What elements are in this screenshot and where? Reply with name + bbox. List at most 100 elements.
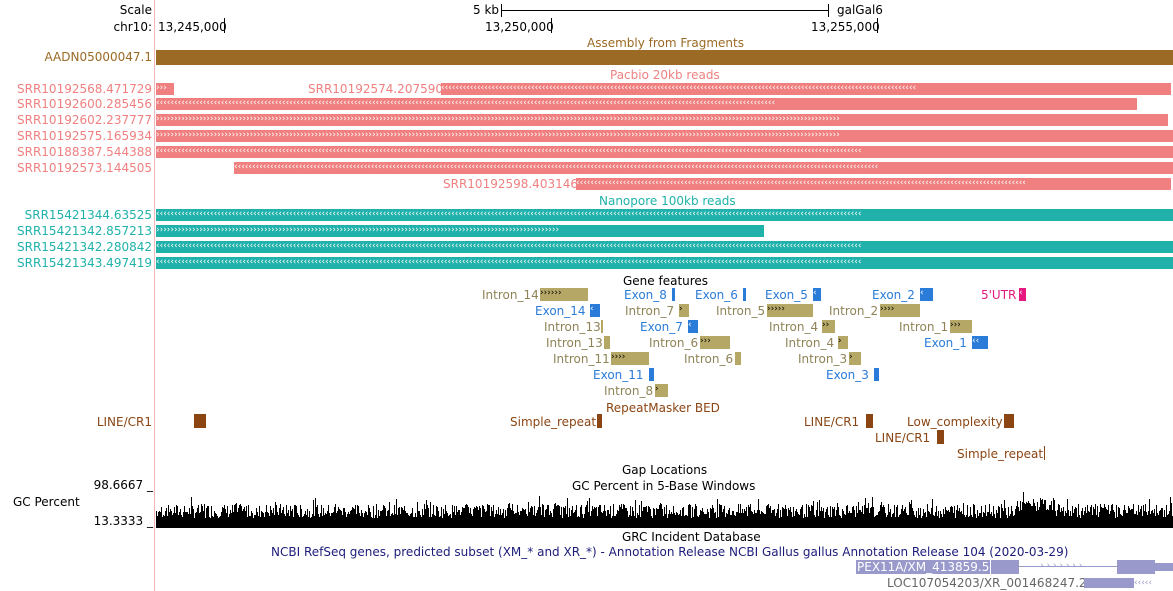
pacbio-read[interactable]: ››››››››››››››››››››››››››››››››››››››››… <box>156 114 1168 126</box>
intron-feature[interactable]: ››› <box>950 320 972 333</box>
nanopore-read-label[interactable]: SRR15421343.497419 <box>17 256 152 270</box>
refseq-exon[interactable] <box>1117 560 1155 574</box>
repeat-label[interactable]: LINE/CR1 <box>804 415 860 429</box>
repeat-label[interactable]: LINE/CR1 <box>96 415 152 429</box>
exon-feature[interactable] <box>672 288 675 301</box>
repeat-label[interactable]: Simple_repeat <box>510 415 597 429</box>
gene-feature-label[interactable]: Intron_14 <box>482 288 539 302</box>
refseq-exon[interactable] <box>991 560 1019 574</box>
intron-feature[interactable]: › <box>838 336 848 349</box>
gene-feature-label[interactable]: Exon_2 <box>872 288 915 302</box>
gene-feature-label[interactable]: Intron_4 <box>769 320 819 334</box>
gene-feature-label[interactable]: Intron_13 <box>546 336 603 350</box>
pacbio-read[interactable]: ‹‹‹‹‹‹‹‹‹‹‹‹‹‹‹‹‹‹‹‹‹‹‹‹‹‹‹‹‹‹‹‹‹‹‹‹‹‹‹‹… <box>156 98 1137 110</box>
gene-feature-label[interactable]: Intron_11 <box>553 352 610 366</box>
gene-feature-label[interactable]: Intron_6 <box>684 352 734 366</box>
nanopore-read[interactable]: ‹‹‹‹‹‹‹‹‹‹‹‹‹‹‹‹‹‹‹‹‹‹‹‹‹‹‹‹‹‹‹‹‹‹‹‹‹‹‹‹… <box>156 257 1173 269</box>
intron-feature[interactable]: › <box>655 384 668 397</box>
exon-feature[interactable] <box>649 368 654 381</box>
intron-feature[interactable] <box>604 336 610 349</box>
gene-feature-label[interactable]: Intron_1 <box>899 320 949 334</box>
gc-bar <box>262 512 263 528</box>
refseq-intron-line[interactable] <box>1019 566 1117 567</box>
intron-feature[interactable]: ››› <box>700 336 730 349</box>
gene-feature-label[interactable]: Intron_8 <box>604 384 654 398</box>
gene-feature-label[interactable]: Intron_4 <box>785 336 835 350</box>
repeat-feature[interactable] <box>597 414 602 428</box>
pacbio-read[interactable]: ‹‹‹‹‹‹‹‹‹‹‹‹‹‹‹‹‹‹‹‹‹‹‹‹‹‹‹‹‹‹‹‹‹‹‹‹‹‹‹‹… <box>234 162 1173 174</box>
nanopore-read[interactable]: ‹‹‹‹‹‹‹‹‹‹‹‹‹‹‹‹‹‹‹‹‹‹‹‹‹‹‹‹‹‹‹‹‹‹‹‹‹‹‹‹… <box>156 209 1173 221</box>
pacbio-read-label[interactable]: SRR10192600.285456 <box>17 97 152 111</box>
pacbio-read[interactable]: ‹‹‹‹‹‹‹‹‹‹‹‹‹‹‹‹‹‹‹‹‹‹‹‹‹‹‹‹‹‹‹‹‹‹‹‹‹‹‹‹… <box>441 83 1171 95</box>
repeat-feature[interactable] <box>937 430 944 444</box>
intron-feature[interactable]: ›››››› <box>540 288 588 301</box>
gc-bar <box>1129 508 1130 528</box>
gene-feature-label[interactable]: Intron_13 <box>544 320 601 334</box>
intron-feature[interactable]: › <box>849 352 861 365</box>
repeat-label[interactable]: Low_complexity <box>907 415 1003 429</box>
pacbio-read-label[interactable]: SRR10192568.471729 <box>17 82 152 96</box>
nanopore-read-label[interactable]: SRR15421342.857213 <box>17 224 152 238</box>
pacbio-read-label[interactable]: SRR10188387.544388 <box>17 145 152 159</box>
nanopore-read[interactable]: ››››››››››››››››››››››››››››››››››››››››… <box>156 225 764 237</box>
gene-feature-label[interactable]: Intron_7 <box>625 304 675 318</box>
intron-feature[interactable]: › <box>679 304 689 317</box>
gene-feature-label[interactable]: Exon_11 <box>593 368 644 382</box>
refseq-gene-label[interactable]: LOC107054203/XR_001468247.2 <box>887 576 1087 590</box>
utr-feature[interactable]: ‹ <box>1019 288 1026 301</box>
gene-feature-label[interactable]: Exon_3 <box>826 368 869 382</box>
repeat-feature[interactable] <box>1044 446 1045 460</box>
refseq-exon[interactable] <box>1084 578 1134 588</box>
intron-feature[interactable] <box>735 352 741 365</box>
gene-feature-label[interactable]: Exon_5 <box>765 288 808 302</box>
exon-feature[interactable]: ‹ <box>813 288 821 301</box>
gene-feature-label[interactable]: Intron_5 <box>716 304 766 318</box>
gene-feature-label[interactable]: 5'UTR <box>981 288 1017 302</box>
intron-feature[interactable]: ››››› <box>767 304 813 317</box>
exon-feature[interactable]: ‹ <box>920 288 933 301</box>
pacbio-read-label[interactable]: SRR10192575.165934 <box>17 129 152 143</box>
exon-feature[interactable]: ‹ <box>688 320 698 333</box>
exon-feature[interactable]: ‹‹ <box>972 336 988 349</box>
repeat-feature[interactable] <box>866 414 873 428</box>
nanopore-read-label[interactable]: SRR15421342.280842 <box>17 240 152 254</box>
gene-feature-label[interactable]: Exon_7 <box>640 320 683 334</box>
gene-feature-label[interactable]: Intron_6 <box>649 336 699 350</box>
pacbio-read[interactable]: ››› <box>156 83 174 95</box>
repeat-label[interactable]: LINE/CR1 <box>875 431 931 445</box>
exon-feature[interactable] <box>743 288 746 301</box>
nanopore-read[interactable]: ‹‹‹‹‹‹‹‹‹‹‹‹‹‹‹‹‹‹‹‹‹‹‹‹‹‹‹‹‹‹‹‹‹‹‹‹‹‹‹‹… <box>156 241 1173 253</box>
pacbio-read-label[interactable]: SRR10192573.144505 <box>17 161 152 175</box>
repeat-feature[interactable] <box>194 414 206 428</box>
repeat-feature[interactable] <box>1004 414 1014 428</box>
pacbio-read[interactable]: ››››››››››››››››››››››››››››››››››››››››… <box>156 130 1173 142</box>
gene-feature-label[interactable]: Exon_6 <box>695 288 738 302</box>
pacbio-read[interactable]: ‹‹‹‹‹‹‹‹‹‹‹‹‹‹‹‹‹‹‹‹‹‹‹‹‹‹‹‹‹‹‹‹‹‹‹‹‹‹‹‹… <box>576 178 1171 190</box>
gc-percent-wiggle[interactable] <box>156 488 1173 528</box>
exon-feature[interactable]: ‹ <box>590 304 600 317</box>
gene-feature-label[interactable]: Intron_3 <box>798 352 848 366</box>
exon-feature[interactable] <box>874 368 879 381</box>
pacbio-read-inline-label[interactable]: SRR10192574.207590 <box>308 82 443 96</box>
intron-feature[interactable]: ›››› <box>880 304 920 317</box>
refseq-gene-label[interactable]: PEX11A/XM_413859.5 <box>857 560 990 574</box>
assembly-fragment-feature[interactable] <box>156 50 1173 65</box>
refseq-utr[interactable] <box>1155 563 1173 571</box>
intron-feature[interactable]: ›› <box>822 320 835 333</box>
gene-feature-label[interactable]: Exon_1 <box>924 336 967 350</box>
gc-track-label[interactable]: GC Percent <box>13 495 80 509</box>
intron-feature[interactable] <box>601 320 603 333</box>
intron-feature[interactable]: ›››› <box>611 352 649 365</box>
pacbio-read[interactable]: ‹‹‹‹‹‹‹‹‹‹‹‹‹‹‹‹‹‹‹‹‹‹‹‹‹‹‹‹‹‹‹‹‹‹‹‹‹‹‹‹… <box>156 146 1173 158</box>
gene-feature-label[interactable]: Exon_8 <box>624 288 667 302</box>
refseq-gene-label-box[interactable] <box>856 560 990 574</box>
assembly-fragment-label[interactable]: AADN05000047.1 <box>44 50 153 64</box>
pacbio-read-label[interactable]: SRR10192602.237777 <box>17 113 152 127</box>
gene-feature-label[interactable]: Exon_14 <box>535 304 586 318</box>
gene-feature-label[interactable]: Intron_2 <box>829 304 879 318</box>
repeat-label[interactable]: Simple_repeat <box>957 447 1044 461</box>
gc-bar <box>553 509 554 528</box>
pacbio-read-inline-label[interactable]: SRR10192598.403146 <box>443 177 578 191</box>
nanopore-read-label[interactable]: SRR15421344.63525 <box>24 208 152 222</box>
